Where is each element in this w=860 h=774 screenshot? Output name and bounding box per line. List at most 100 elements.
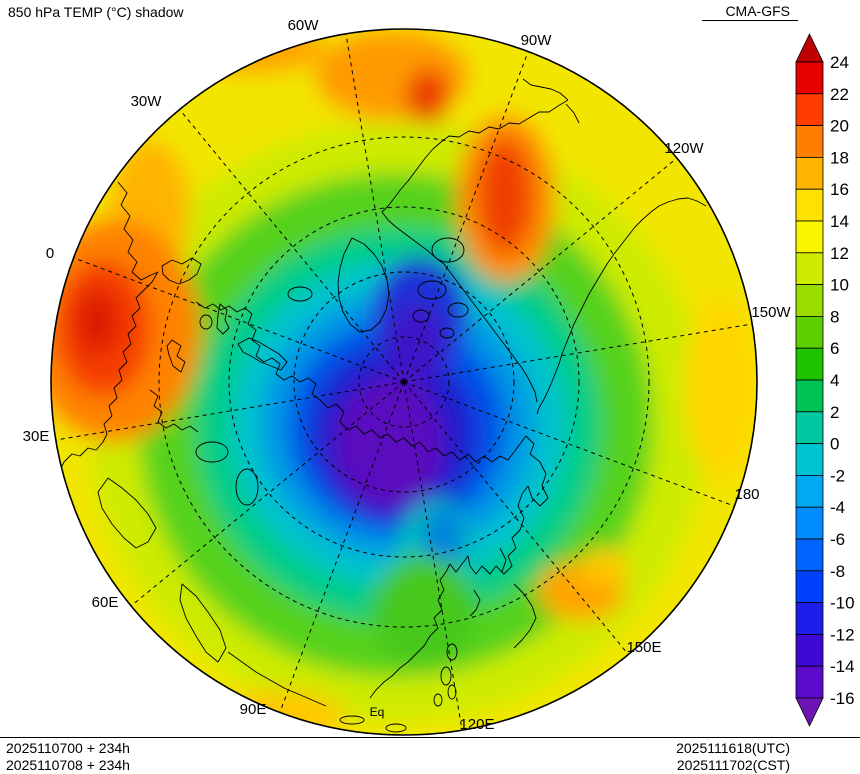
temperature-shade bbox=[372, 556, 476, 668]
coastline bbox=[417, 280, 447, 300]
temperature-shade bbox=[385, 302, 445, 392]
longitude-labels: 0 30W 60W 90W 120W 150W 180 150E 120E 90… bbox=[23, 17, 792, 733]
coastline bbox=[440, 666, 452, 686]
colorbar-cell bbox=[795, 443, 824, 476]
colorbar-cell bbox=[795, 379, 824, 413]
coastline bbox=[339, 715, 365, 725]
header-rule bbox=[702, 20, 798, 21]
colorbar-tick-label: -6 bbox=[830, 530, 845, 549]
colorbar-cell bbox=[795, 61, 824, 95]
graticule-line bbox=[358, 336, 450, 428]
colorbar-tick-label: 6 bbox=[830, 339, 839, 358]
coastline bbox=[235, 468, 259, 506]
colorbar-cell bbox=[795, 284, 824, 317]
coastline bbox=[536, 197, 707, 415]
coastline bbox=[447, 302, 469, 318]
coastline bbox=[469, 589, 481, 617]
coastline bbox=[97, 477, 157, 549]
colorbar-tick-label: -8 bbox=[830, 562, 845, 581]
colorbar-tick-label: 20 bbox=[830, 117, 849, 136]
init-time-cst: 2025110708 + 234h bbox=[6, 757, 130, 773]
map-rim bbox=[50, 28, 758, 736]
colorbar-tick-label: -16 bbox=[830, 689, 855, 708]
colorbar-tick-label: 14 bbox=[830, 212, 849, 231]
coastline bbox=[439, 327, 455, 339]
colorbar-tick-label: 10 bbox=[830, 276, 849, 295]
colorbar-cell bbox=[795, 697, 824, 727]
lon-label-90e: 90E bbox=[240, 701, 267, 718]
graticule-line bbox=[293, 271, 515, 493]
coastline bbox=[385, 723, 407, 733]
graticule-line bbox=[73, 257, 405, 383]
coastline bbox=[59, 181, 159, 471]
temperature-shade bbox=[580, 548, 628, 584]
colorbar-cell bbox=[795, 93, 824, 127]
lon-label-150w: 150W bbox=[751, 304, 791, 321]
coastlines bbox=[59, 78, 707, 733]
colorbar-cell bbox=[795, 570, 824, 603]
coastline bbox=[499, 547, 507, 573]
colorbar-tick-label: -14 bbox=[830, 657, 855, 676]
coastline bbox=[446, 643, 458, 661]
model-name: CMA-GFS bbox=[725, 3, 790, 19]
valid-time-utc: 2025111618(UTC) bbox=[676, 740, 790, 756]
lon-label-0: 0 bbox=[46, 245, 54, 262]
temperature-shade bbox=[421, 507, 465, 567]
coastline bbox=[237, 337, 288, 371]
lon-label-60e: 60E bbox=[92, 594, 119, 611]
colorbar-cell bbox=[795, 665, 824, 699]
footer-rule bbox=[0, 737, 860, 738]
coastline bbox=[369, 435, 549, 699]
temperature-shade bbox=[75, 288, 119, 356]
colorbar-cell bbox=[795, 315, 824, 349]
colorbar-tick-label: 18 bbox=[830, 148, 849, 167]
coastline bbox=[195, 301, 527, 463]
temperature-shade bbox=[333, 378, 445, 510]
coastline bbox=[565, 103, 580, 124]
graticule bbox=[55, 33, 753, 731]
colorbar-tick-label: -12 bbox=[830, 625, 855, 644]
graticule-line bbox=[403, 323, 753, 383]
colorbar-cell bbox=[795, 125, 824, 158]
lon-label-30e: 30E bbox=[23, 428, 50, 445]
graticule-line bbox=[55, 381, 405, 441]
chart-title: 850 hPa TEMP (°C) shadow bbox=[8, 4, 184, 20]
graticule-line bbox=[403, 381, 463, 731]
coastline bbox=[412, 309, 430, 323]
coastline bbox=[199, 314, 213, 330]
coastline bbox=[431, 237, 465, 263]
coastline bbox=[447, 684, 457, 700]
temperature-shade bbox=[406, 68, 450, 124]
lon-label-60w: 60W bbox=[288, 17, 320, 34]
graticule-line bbox=[403, 51, 529, 383]
coastline bbox=[179, 583, 227, 663]
colorbar-cell bbox=[795, 474, 824, 508]
graticule-line bbox=[403, 381, 629, 655]
colorbar-tick-label: 16 bbox=[830, 180, 849, 199]
coastline bbox=[149, 389, 199, 433]
coastline bbox=[287, 286, 313, 302]
coastline bbox=[433, 693, 443, 707]
lon-label-180: 180 bbox=[734, 486, 759, 503]
colorbar-tick-label: 8 bbox=[830, 307, 839, 326]
graticule-line bbox=[130, 381, 405, 607]
graticule-line bbox=[345, 33, 405, 383]
coastline bbox=[166, 339, 186, 373]
graticule-line bbox=[403, 381, 735, 507]
graticule-line bbox=[403, 157, 678, 383]
colorbar-cell bbox=[795, 156, 824, 190]
colorbar-cell bbox=[795, 602, 824, 635]
colorbar bbox=[795, 33, 824, 727]
colorbar-tick-label: -2 bbox=[830, 466, 845, 485]
coastline bbox=[195, 441, 229, 463]
init-time-utc: 2025110700 + 234h bbox=[6, 740, 130, 756]
temperature-shade bbox=[477, 138, 533, 254]
coastline bbox=[522, 78, 569, 101]
lon-label-150e: 150E bbox=[626, 639, 661, 656]
colorbar-tick-label: 24 bbox=[830, 53, 849, 72]
colorbar-tick-label: 22 bbox=[830, 85, 849, 104]
colorbar-cell bbox=[795, 634, 824, 667]
